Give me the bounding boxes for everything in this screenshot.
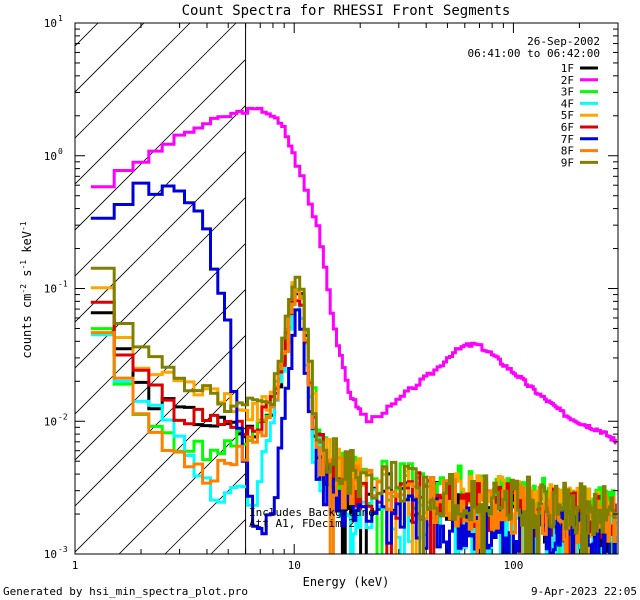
legend-label-1F: 1F — [561, 62, 574, 75]
hatch-line — [75, 23, 237, 185]
hatch-line — [0, 0, 121, 554]
legend-label-5F: 5F — [561, 109, 574, 122]
annotation-background: Includes Background — [249, 506, 375, 519]
y-axis-label-exp2: -1 — [19, 260, 28, 270]
legend-label-8F: 8F — [561, 145, 574, 158]
y-axis-label-exp3: -1 — [19, 221, 28, 231]
footer-timestamp: 9-Apr-2023 22:05 — [531, 585, 637, 598]
legend-label-4F: 4F — [561, 97, 574, 110]
x-tick-label: 10 — [288, 559, 301, 572]
y-axis-label-exp1: -2 — [19, 284, 28, 294]
y-tick-label-exp: -2 — [58, 412, 68, 421]
legend-label-2F: 2F — [561, 74, 574, 87]
x-tick-label: 100 — [503, 559, 523, 572]
y-axis-label-mid: s — [20, 270, 34, 284]
y-tick-label-exp: 1 — [58, 14, 63, 23]
x-axis-label: Energy (keV) — [303, 575, 390, 589]
y-tick-label: 10 — [44, 548, 57, 561]
hatch-line — [75, 23, 145, 93]
hatch-line — [0, 0, 75, 554]
y-tick-label-exp: 0 — [58, 147, 63, 156]
x-axis: 1 10 100 — [72, 23, 619, 572]
y-tick-label: 10 — [44, 283, 57, 296]
y-tick-label: 10 — [44, 17, 57, 30]
legend-label-6F: 6F — [561, 121, 574, 134]
hatch-line — [75, 242, 246, 415]
date-label: 26-Sep-2002 — [527, 35, 600, 48]
y-tick-label: 10 — [44, 415, 57, 428]
hatch-line — [75, 196, 246, 369]
series-line-2F — [90, 106, 617, 445]
hatch-line — [75, 380, 246, 553]
legend-label-7F: 7F — [561, 133, 574, 146]
series-line-9F — [90, 266, 617, 554]
y-axis-label: counts cm-2 s-1 keV-1 — [19, 221, 34, 358]
footer-generated-by: Generated by hsi_min_spectra_plot.pro — [3, 585, 248, 598]
hatch-line — [257, 0, 640, 554]
y-tick-label: 10 — [44, 150, 57, 163]
x-tick-label: 1 — [72, 559, 79, 572]
annotation-attenuator: Att A1, FDecim 2 — [249, 517, 355, 530]
hatch-line — [210, 518, 246, 554]
y-tick-label-exp: -1 — [58, 280, 68, 289]
chart-title: Count Spectra for RHESSI Front Segments — [182, 3, 511, 19]
legend-label-3F: 3F — [561, 86, 574, 99]
hatch-line — [75, 104, 246, 277]
hatch-line — [75, 23, 191, 139]
y-axis-label-mid2: keV — [20, 231, 34, 260]
hatch-line — [75, 334, 246, 507]
hatch-line — [75, 150, 246, 323]
time-range-label: 06:41:00 to 06:42:00 — [468, 47, 600, 60]
legend-label-9F: 9F — [561, 156, 574, 169]
y-axis-label-base: counts cm — [20, 294, 34, 359]
y-tick-label-exp: -3 — [58, 545, 68, 554]
series-group — [90, 106, 617, 554]
hatch-line — [75, 288, 246, 461]
